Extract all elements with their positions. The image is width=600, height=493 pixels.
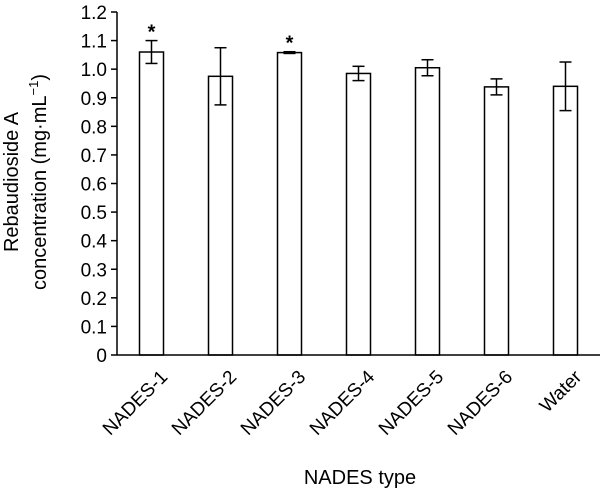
x-tick-label: NADES-3 — [237, 367, 310, 440]
y-tick-label: 0.7 — [81, 146, 107, 167]
x-axis-tick-labels: NADES-1NADES-2NADES-3NADES-4NADES-5NADES… — [99, 366, 587, 440]
bar-water — [552, 85, 579, 356]
error-bar-nades-1 — [145, 39, 158, 65]
x-tick-label: Water — [536, 366, 587, 417]
significance-markers: ** — [148, 22, 294, 55]
significance-marker: * — [148, 22, 156, 44]
error-bars-group — [145, 39, 572, 112]
bar-nades-3 — [276, 51, 303, 356]
y-axis-title-second: concentration (mg·mL−1) — [26, 74, 51, 290]
bar-nades-6 — [483, 86, 510, 356]
x-tick-label: NADES-6 — [444, 367, 517, 440]
x-tick-label: NADES-1 — [99, 367, 172, 440]
error-bar-water — [559, 61, 572, 112]
significance-marker: * — [286, 33, 294, 55]
bar-nades-5 — [414, 66, 441, 356]
bar-nades-2 — [207, 75, 234, 356]
y-axis-title-line1: Rebaudioside A — [1, 111, 23, 252]
y-axis-title-sup: −1 — [26, 81, 41, 96]
error-bar-nades-2 — [214, 46, 227, 106]
y-tick-label: 0.1 — [81, 317, 107, 338]
x-tick-label: NADES-2 — [168, 367, 241, 440]
y-tick-label: 1.1 — [81, 32, 107, 53]
x-tick-label: NADES-5 — [375, 367, 448, 440]
bar-nades-1 — [138, 51, 165, 356]
y-tick-label: 1.2 — [81, 3, 107, 24]
y-axis-title: Rebaudioside A — [1, 111, 23, 252]
y-tick-label: 0.4 — [81, 232, 108, 253]
y-tick-label: 0.2 — [81, 289, 107, 310]
bars-group — [138, 51, 579, 356]
y-tick-label: 0.6 — [81, 175, 107, 196]
x-axis-title: NADES type — [304, 467, 416, 489]
y-tick-label: 0.3 — [81, 260, 107, 281]
y-tick-label: 0 — [96, 346, 107, 367]
bar-nades-4 — [345, 72, 372, 356]
y-axis-title-line2: concentration (mg·mL — [29, 95, 51, 290]
y-tick-label: 0.8 — [81, 117, 107, 138]
error-bar-nades-3 — [283, 50, 296, 55]
error-bar-nades-6 — [490, 78, 503, 96]
y-tick-label: 0.9 — [81, 89, 107, 110]
error-bar-nades-5 — [421, 58, 434, 77]
y-tick-label: 1.0 — [81, 60, 107, 81]
y-axis-ticks: 0 0.1 0.2 0.3 0.4 0.5 0.6 0.7 0.8 0.9 1.0 1.1 1.2 — [81, 3, 117, 367]
x-tick-label: NADES-4 — [306, 366, 379, 439]
y-tick-label: 0.5 — [81, 203, 107, 224]
error-bar-nades-4 — [352, 65, 365, 82]
y-axis-title-close: ) — [29, 74, 51, 81]
